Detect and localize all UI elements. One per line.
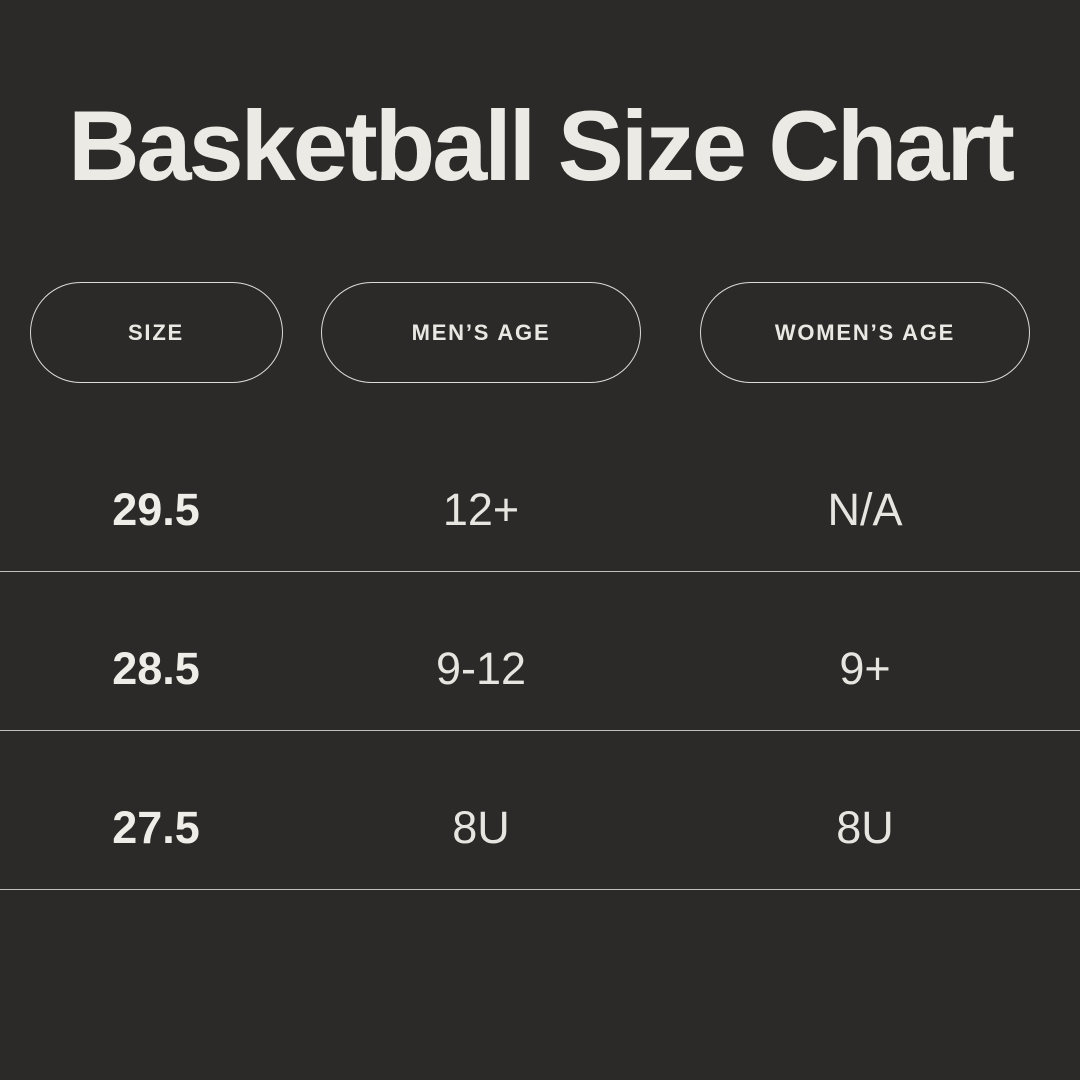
header-pill-size: SIZE xyxy=(29,282,283,384)
table-row: 27.5 8U 8U xyxy=(0,731,1080,890)
header-label-mens-age: MEN’S AGE xyxy=(411,319,551,345)
header-pill-womens-age: WOMEN’S AGE xyxy=(700,282,1030,384)
womens-age-cell: 9+ xyxy=(839,642,891,694)
womens-age-cell: 8U xyxy=(836,801,894,853)
womens-age-cell: N/A xyxy=(827,483,903,535)
header-label-size: SIZE xyxy=(127,319,185,345)
table-row: 29.5 12+ N/A xyxy=(0,413,1080,572)
mens-age-cell: 12+ xyxy=(442,483,520,535)
table-row: 28.5 9-12 9+ xyxy=(0,572,1080,731)
table-header-row: SIZE MEN’S AGE WOMEN’S AGE xyxy=(0,281,1080,385)
header-cell-size: SIZE xyxy=(0,281,312,385)
mens-age-cell: 8U xyxy=(452,801,510,853)
header-pill-mens-age: MEN’S AGE xyxy=(321,282,641,384)
size-cell: 28.5 xyxy=(112,642,200,694)
header-cell-womens-age: WOMEN’S AGE xyxy=(650,281,1080,385)
header-cell-mens-age: MEN’S AGE xyxy=(312,281,650,385)
mens-age-cell: 9-12 xyxy=(435,642,527,694)
size-cell: 27.5 xyxy=(112,801,200,853)
table-body: 29.5 12+ N/A 28.5 9-12 9+ 27.5 8U 8U xyxy=(0,413,1080,890)
header-label-womens-age: WOMEN’S AGE xyxy=(774,319,956,345)
size-cell: 29.5 xyxy=(112,483,200,535)
page-title: Basketball Size Chart xyxy=(68,90,1015,201)
